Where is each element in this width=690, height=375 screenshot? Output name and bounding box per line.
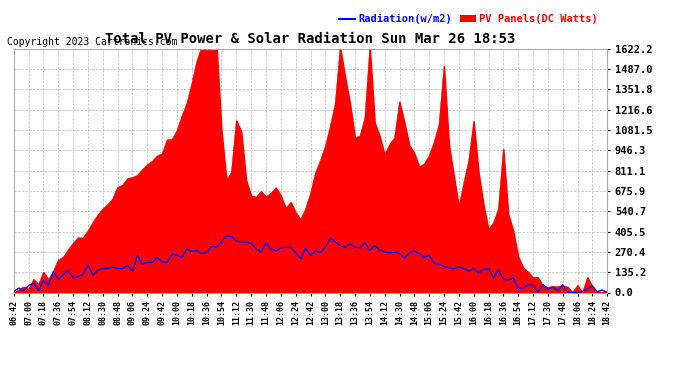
Title: Total PV Power & Solar Radiation Sun Mar 26 18:53: Total PV Power & Solar Radiation Sun Mar… [106, 32, 515, 46]
Legend: Radiation(w/m2), PV Panels(DC Watts): Radiation(w/m2), PV Panels(DC Watts) [335, 10, 602, 28]
Text: Copyright 2023 Cartronics.com: Copyright 2023 Cartronics.com [7, 37, 177, 47]
